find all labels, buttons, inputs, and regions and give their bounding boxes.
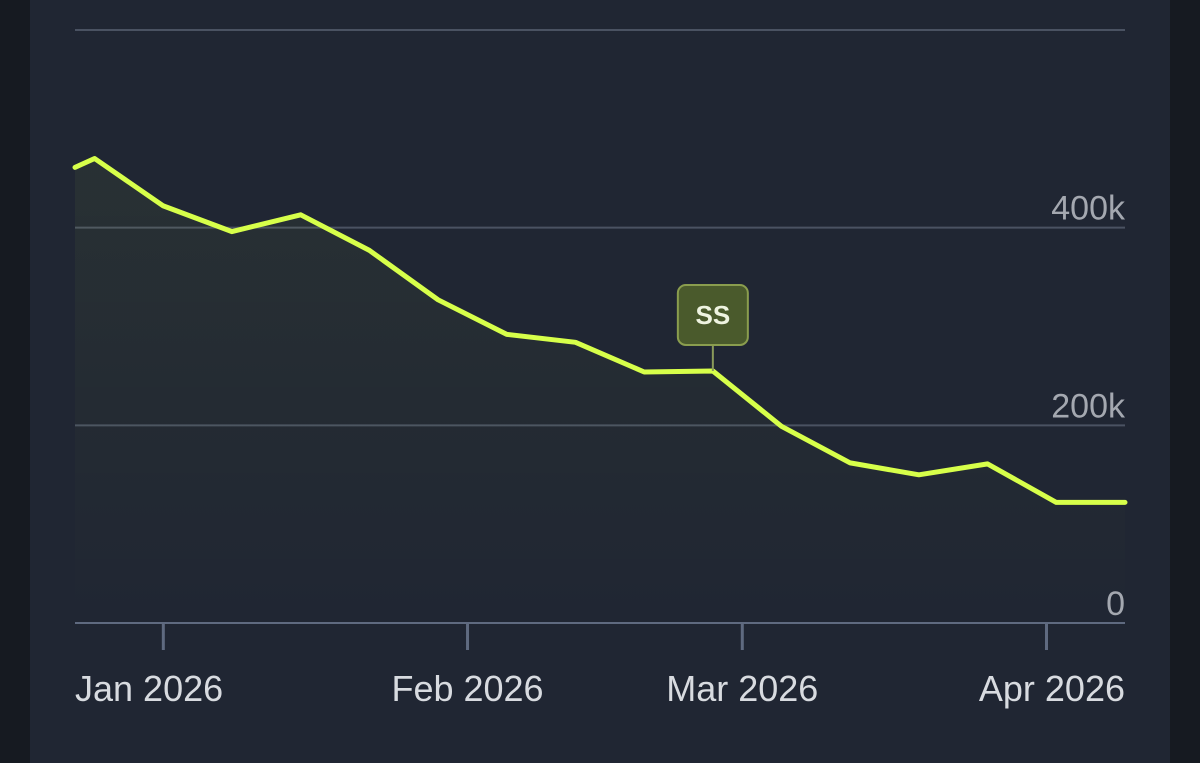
x-tick-label: Jan 2026 bbox=[75, 668, 223, 709]
series-line bbox=[72, 156, 1128, 505]
x-tick-label: Apr 2026 bbox=[979, 668, 1125, 709]
x-tick-label: Feb 2026 bbox=[391, 668, 543, 709]
annotation-label: SS bbox=[696, 300, 731, 330]
annotation-marker[interactable]: SS bbox=[676, 283, 749, 371]
annotation-badge bbox=[676, 283, 749, 346]
annotations: SS bbox=[676, 283, 749, 371]
y-tick-label: 200k bbox=[1051, 387, 1126, 425]
series-area bbox=[75, 158, 1125, 623]
x-axis-ticks: Jan 2026 Feb 2026 Mar 2026 Apr 2026 bbox=[75, 623, 1125, 709]
x-tick-label: Mar 2026 bbox=[666, 668, 818, 709]
y-axis-labels: 0200k400k bbox=[1051, 190, 1126, 623]
y-tick-label: 400k bbox=[1051, 190, 1126, 228]
